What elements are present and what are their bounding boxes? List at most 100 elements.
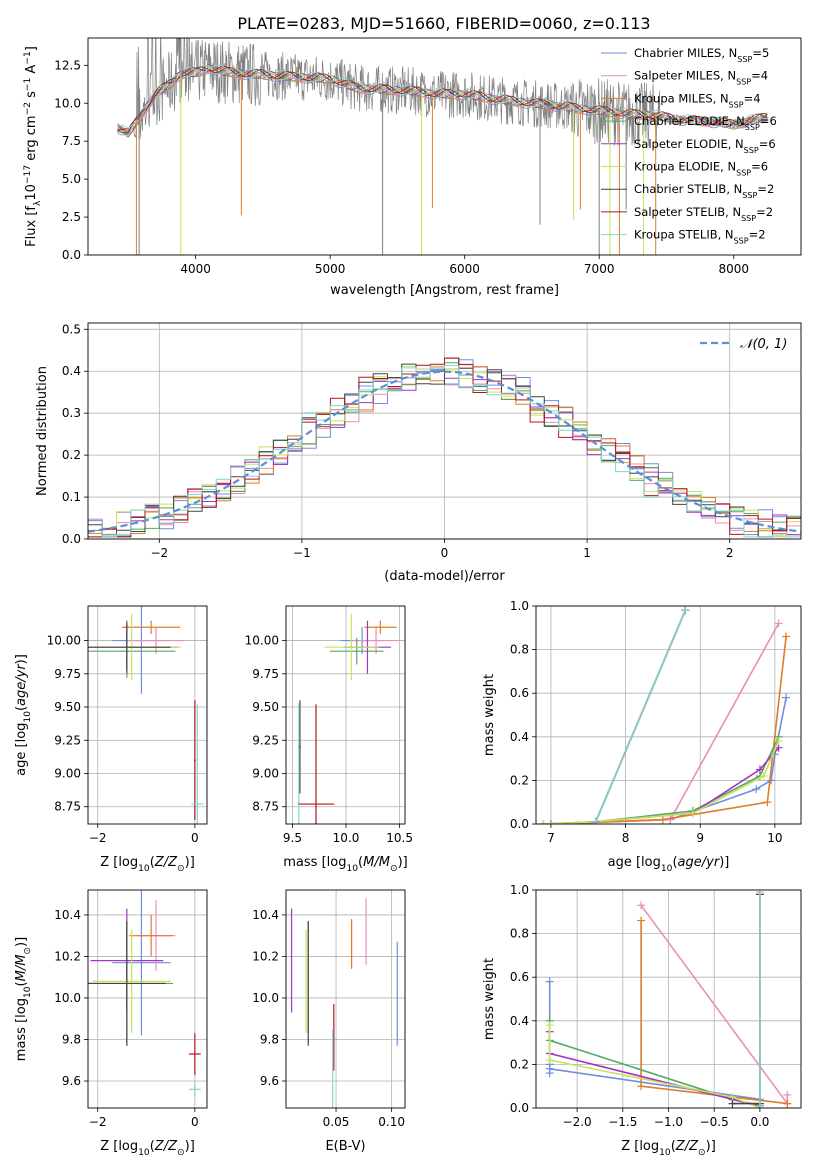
age_vs_Z-panel: −2 0 8.75 9.00 9.25 9.50 9.75 10.00 Z [log10(Z/Z… [14, 605, 208, 874]
series-marker-c2 [637, 901, 646, 910]
x-axis-label: Z [log10(Z/Z⊙)] [100, 855, 195, 874]
grid-lines [88, 606, 207, 824]
y-tick-label: 0.4 [62, 364, 81, 378]
y-tick-label: 8.75 [252, 800, 279, 814]
legend-label: Kroupa STELIB, NSSP=2 [634, 228, 766, 246]
y-tick-label: 1.0 [510, 883, 529, 897]
y-tick-label: 0.3 [62, 406, 81, 420]
y-tick-label: 9.8 [62, 1032, 81, 1046]
y-tick-label: 9.75 [252, 667, 279, 681]
x-tick-label: −1 [293, 546, 311, 560]
legend-label: Kroupa MILES, NSSP=4 [634, 91, 761, 109]
x-tick-label: −2 [89, 1115, 107, 1129]
y-tick-label: 0.4 [510, 730, 529, 744]
y-tick-label: 0.0 [62, 248, 81, 262]
y-tick-label: 9.50 [54, 700, 81, 714]
tick-labels: 0.05 0.10 9.6 9.8 10.0 10.2 10.4 [252, 908, 405, 1129]
x-tick-label: −1.5 [608, 1115, 637, 1129]
chart-panels: 4000 5000 6000 7000 80000.02.55.07.510.012.5… [14, 37, 802, 1158]
mass_vs_EBV-panel: 0.05 0.10 9.6 9.8 10.0 10.2 10.4 E(B-V) [252, 889, 406, 1154]
y-tick-label: 9.6 [260, 1074, 279, 1088]
y-tick-label: 7.5 [62, 134, 81, 148]
y-tick-label: 0.2 [510, 1057, 529, 1071]
series-line-c4 [548, 1020, 761, 1107]
y-tick-label: 10.0 [252, 991, 279, 1005]
x-tick-label: 0 [441, 546, 449, 560]
grid-lines [88, 890, 207, 1108]
axes-frame [87, 889, 208, 1109]
y-tick-label: 10.2 [54, 949, 81, 963]
legend-label: Salpeter MILES, NSSP=4 [634, 69, 768, 87]
y-tick-label: 10.00 [47, 634, 81, 648]
series-marker-c6 [545, 1021, 554, 1030]
axes-frame [87, 605, 208, 825]
x-axis-label: age [log10(age/yr)] [608, 855, 730, 874]
age_vs_mass-panel: 9.5 10.0 10.5 8.75 9.00 9.25 9.50 9.75 10.00 mass… [245, 605, 413, 874]
series-marker-c6 [539, 820, 548, 824]
series-marker-c3 [637, 1082, 646, 1091]
grid-lines [286, 606, 405, 824]
x-tick-label: 5000 [315, 262, 346, 276]
y-tick-label: 10.4 [54, 908, 81, 922]
tick-labels: −2.0 −1.5 −1.0 −0.5 0.0 0.0 0.2 0.4 0.6 0.8 1.0 [510, 883, 770, 1129]
y-tick-label: 0.8 [510, 643, 529, 657]
errorbars [297, 613, 400, 824]
mass_weight_vs_Z-panel: −2.0 −1.5 −1.0 −0.5 0.0 0.0 0.2 0.4 0.6 0.8 1.0 Z [… [482, 883, 802, 1158]
x-tick-label: 9.5 [283, 831, 302, 845]
model-spectrum-c8 [117, 65, 768, 131]
y-tick-label: 9.8 [260, 1032, 279, 1046]
errorbars [88, 606, 204, 824]
series-marker-c1 [752, 785, 761, 794]
y-tick-label: 10.00 [245, 634, 279, 648]
series-marker-c5 [755, 765, 764, 774]
errorbars [290, 898, 398, 1108]
x-tick-label: 10.0 [333, 831, 360, 845]
tick-labels: 7 8 9 10 0.0 0.2 0.4 0.6 0.8 1.0 [510, 599, 783, 845]
figure-title: PLATE=0283, MJD=51660, FIBERID=0060, z=0… [237, 14, 650, 33]
x-tick-label: 7000 [584, 262, 615, 276]
series-line-c1 [548, 981, 761, 1108]
y-tick-label: 8.75 [54, 800, 81, 814]
y-tick-label: 12.5 [54, 58, 81, 72]
y-tick-label: 0.2 [62, 448, 81, 462]
x-tick-label: 2 [726, 546, 734, 560]
x-axis-label: (data-model)/error [384, 569, 505, 584]
histogram-c9 [88, 365, 801, 538]
y-tick-label: 9.6 [62, 1074, 81, 1088]
legend-label: Salpeter ELODIE, NSSP=6 [634, 137, 776, 155]
y-tick-label: 2.5 [62, 210, 81, 224]
spectrum-lines [117, 38, 768, 255]
axes-frame [285, 605, 406, 825]
legend-label: Chabrier ELODIE, NSSP=6 [634, 114, 777, 132]
grid-lines [536, 605, 801, 825]
axes-frame [285, 889, 406, 1109]
y-tick-label: 0.5 [62, 322, 81, 336]
series-line-c9 [594, 610, 687, 823]
y-tick-label: 0.8 [510, 927, 529, 941]
y-axis-label: mass weight [482, 958, 497, 1040]
y-tick-label: 10.4 [252, 908, 279, 922]
y-axis-label: age [log10(age/yr)] [14, 654, 33, 776]
y-tick-label: 0.6 [510, 686, 529, 700]
x-tick-label: 0.10 [378, 1115, 405, 1129]
series-line-c6 [543, 740, 780, 824]
legend-label: 𝒩(0, 1) [740, 337, 787, 352]
weight-series [545, 890, 792, 1108]
series-marker-c1 [782, 693, 791, 702]
x-tick-label: 0.05 [323, 1115, 350, 1129]
axes-frame [87, 37, 802, 256]
series-marker-c3 [783, 1099, 792, 1108]
series-marker-c1 [545, 1064, 554, 1073]
x-tick-label: −2 [89, 831, 107, 845]
x-tick-label: −2 [150, 546, 168, 560]
legend-label: Salpeter STELIB, NSSP=2 [634, 205, 773, 223]
y-tick-label: 9.00 [252, 766, 279, 780]
x-tick-label: 6000 [449, 262, 480, 276]
legend-label: Chabrier STELIB, NSSP=2 [634, 182, 774, 200]
weight-series [539, 606, 791, 824]
x-tick-label: −2.0 [563, 1115, 592, 1129]
y-tick-label: 0.0 [62, 532, 81, 546]
tick-labels: 9.5 10.0 10.5 8.75 9.00 9.25 9.50 9.75 10.00 [245, 634, 413, 845]
model-spectrum-c9 [117, 64, 768, 130]
